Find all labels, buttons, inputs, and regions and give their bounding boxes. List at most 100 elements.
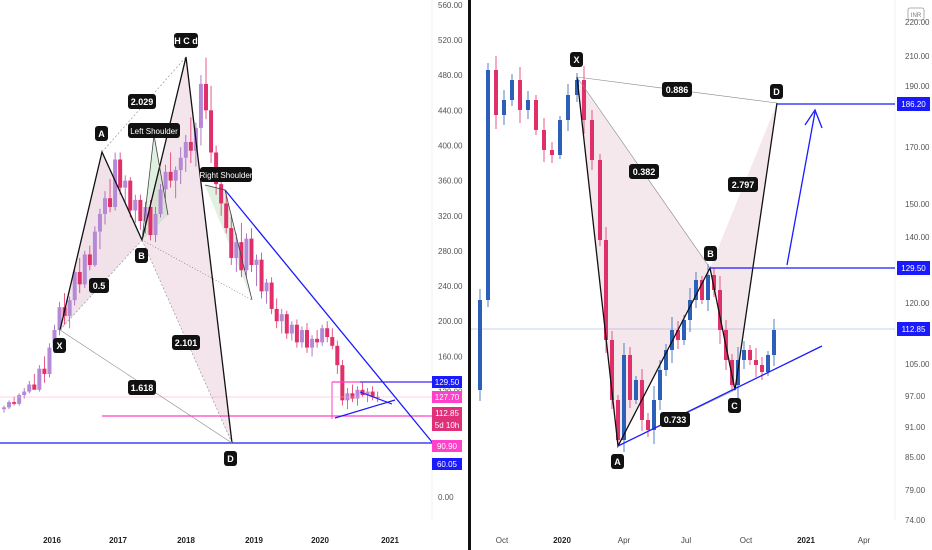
left-price-tag[interactable] — [432, 391, 462, 403]
right-shoulder-label[interactable]: Right Shoulder — [200, 167, 253, 182]
right-candle — [622, 355, 626, 440]
left-candle — [17, 395, 22, 404]
right-point-c-badge[interactable]: C — [728, 398, 741, 413]
right-candle — [748, 350, 752, 360]
right-candle — [682, 320, 686, 340]
right-price-tags: 186.20 129.50 112.85 — [897, 97, 930, 336]
right-price-axis[interactable]: 220.00 210.00 190.00 170.00 150.00 140.00 120.… — [894, 0, 930, 525]
right-ratio-2.797[interactable]: 2.797 — [728, 177, 758, 192]
left-candle — [92, 231, 97, 265]
left-candle — [299, 330, 304, 343]
right-chart[interactable]: 220.00 210.00 190.00 170.00 150.00 140.00 120.… — [471, 0, 930, 545]
right-candle — [534, 100, 538, 130]
projection-arrow[interactable] — [786, 111, 816, 266]
left-candle — [77, 272, 82, 285]
right-y-tick: 105.00 — [905, 360, 930, 369]
left-candle — [274, 308, 279, 322]
right-y-tick: 140.00 — [905, 233, 930, 242]
point-hcd-badge[interactable]: H C d — [174, 33, 198, 48]
left-candle — [138, 199, 143, 222]
right-candle — [754, 360, 758, 365]
left-candle — [37, 368, 42, 390]
svg-text:A: A — [614, 457, 621, 467]
right-x-tick: Apr — [858, 536, 871, 545]
left-y-tick: 520.00 — [438, 36, 463, 45]
right-time-axis[interactable]: Oct 2020 Apr Jul Oct 2021 Apr — [496, 536, 871, 545]
right-price-tag[interactable] — [897, 322, 930, 336]
svg-text:0.886: 0.886 — [666, 85, 689, 95]
left-candle — [294, 324, 299, 343]
downtrend-line[interactable] — [224, 189, 433, 443]
left-candle — [204, 83, 208, 111]
right-candle — [598, 160, 602, 240]
point-x-badge[interactable]: X — [53, 338, 66, 353]
right-ratio-0.382[interactable]: 0.382 — [629, 164, 659, 179]
ratio-badge-0.5[interactable]: 0.5 — [89, 278, 109, 293]
left-price-tag-label: 129.50 — [435, 378, 460, 387]
left-candle — [330, 337, 335, 346]
left-x-tick: 2021 — [381, 536, 399, 545]
svg-text:1.618: 1.618 — [131, 383, 154, 393]
left-y-tick: 400.00 — [438, 141, 463, 150]
left-price-axis[interactable]: 560.00 520.00 480.00 440.00 400.00 360.00 320.… — [431, 0, 463, 520]
left-candle — [2, 407, 6, 410]
panel-divider[interactable] — [468, 0, 471, 550]
right-price-tag-label: 186.20 — [901, 100, 926, 109]
right-price-tag[interactable] — [897, 97, 930, 111]
left-candle — [350, 393, 355, 399]
left-candle — [370, 391, 375, 397]
left-candle — [289, 324, 294, 334]
projection-arrowhead — [804, 108, 823, 129]
point-a-badge[interactable]: A — [95, 126, 108, 141]
left-candle — [118, 159, 123, 188]
svg-text:0.733: 0.733 — [664, 415, 687, 425]
left-candle — [325, 328, 330, 338]
triangle-upper-line[interactable] — [359, 391, 393, 405]
left-candle — [365, 391, 370, 396]
point-d-badge[interactable]: D — [224, 451, 237, 466]
left-price-tag[interactable] — [432, 458, 462, 470]
left-y-tick: 0.00 — [438, 493, 454, 502]
left-price-tag-label: 112.85 — [435, 409, 459, 418]
triangle-lower-line[interactable] — [334, 399, 396, 419]
currency-inr-icon[interactable]: INR — [907, 7, 925, 21]
right-candle — [526, 100, 530, 110]
right-candle — [510, 80, 514, 100]
left-candle — [320, 328, 325, 343]
left-time-axis[interactable]: 2016 2017 2018 2019 2020 2021 — [43, 536, 399, 545]
left-y-tick: 480.00 — [438, 71, 463, 80]
left-price-tag[interactable] — [432, 440, 462, 452]
left-price-tag[interactable] — [432, 407, 462, 419]
left-candle — [209, 110, 214, 153]
svg-text:C: C — [731, 401, 738, 411]
right-y-tick: 74.00 — [905, 516, 926, 525]
left-candle — [22, 391, 27, 396]
left-candle — [32, 384, 37, 390]
ratio-badge-2.029[interactable]: 2.029 — [128, 94, 156, 109]
right-ratio-0.733[interactable]: 0.733 — [660, 412, 690, 427]
left-candle — [219, 184, 224, 204]
left-price-tag[interactable] — [432, 376, 462, 388]
right-point-d-badge[interactable]: D — [770, 84, 783, 99]
left-candle — [57, 307, 62, 331]
left-candle — [259, 259, 264, 292]
ratio-badge-1.618[interactable]: 1.618 — [128, 380, 156, 395]
point-b-badge[interactable]: B — [135, 248, 148, 263]
right-point-x-badge[interactable]: X — [570, 52, 583, 67]
right-point-a-badge[interactable]: A — [611, 454, 624, 469]
right-point-b-badge[interactable]: B — [704, 246, 717, 261]
left-candle — [375, 396, 380, 398]
left-shoulder-label[interactable]: Left Shoulder — [128, 123, 180, 138]
svg-text:B: B — [138, 251, 145, 261]
left-x-tick: 2018 — [177, 536, 195, 545]
svg-text:0.382: 0.382 — [633, 167, 656, 177]
uptrend-line[interactable] — [617, 345, 823, 447]
left-candle — [12, 402, 17, 404]
right-price-tag[interactable] — [897, 261, 930, 275]
right-candle — [688, 300, 692, 320]
left-price-tag[interactable] — [432, 419, 462, 431]
right-ratio-0.886[interactable]: 0.886 — [662, 82, 692, 97]
left-chart[interactable]: 560.00 520.00 480.00 440.00 400.00 360.00 320.… — [0, 0, 463, 545]
ratio-badge-2.101[interactable]: 2.101 — [172, 335, 200, 350]
